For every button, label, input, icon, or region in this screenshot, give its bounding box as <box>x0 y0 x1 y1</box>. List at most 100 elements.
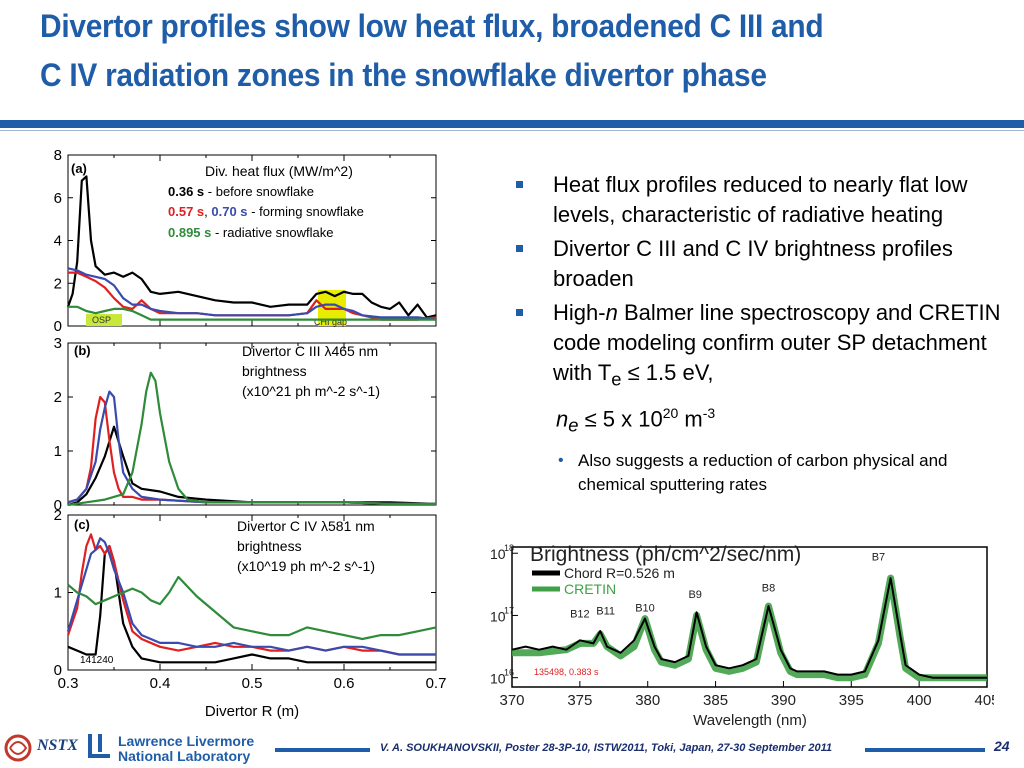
x-tick-label: 400 <box>907 692 932 709</box>
panel-c-title-2: brightness <box>237 538 302 554</box>
panel-a: 0 2 4 6 8 OSP CHI gap (a) Div. heat flux (MW… <box>54 147 437 335</box>
peak-label-b8: B8 <box>762 583 775 595</box>
series-line-0895s <box>68 305 436 321</box>
spectrum-x-label: Wavelength (nm) <box>693 712 807 729</box>
bullet-list: Heat flux profiles reduced to nearly fla… <box>510 170 1010 497</box>
sub-bullet-dot-icon: • <box>558 452 564 470</box>
llnl-line-1: Lawrence Livermore <box>118 733 255 749</box>
footer-rule-left <box>275 748 370 752</box>
legend-cretin-label: CRETIN <box>564 581 616 597</box>
density-mid: ≤ 5 x 10 <box>578 406 663 432</box>
y-tick-label: 3 <box>54 335 62 352</box>
density-line: ne ≤ 5 x 1020 m-3 <box>556 398 1010 441</box>
panel-b-label: (b) <box>74 343 91 358</box>
llnl-logo-icon <box>88 734 92 758</box>
peak-label-b12: B12 <box>570 609 590 621</box>
legend-chord-label: Chord R=0.526 m <box>564 565 675 581</box>
legend-line-2: 0.57 s, 0.70 s - forming snowflake <box>168 204 364 219</box>
x-tick-label: 395 <box>839 692 864 709</box>
footer-citation: V. A. SOUKHANOVSKII, Poster 28-3P-10, IS… <box>380 742 832 754</box>
x-tick-label: 405 <box>974 692 994 709</box>
x-tick-label: 0.4 <box>150 675 171 692</box>
llnl-logo-text: Lawrence Livermore National Laboratory <box>118 734 254 764</box>
density-n-sub: e <box>568 415 579 437</box>
nstx-logo-swirl <box>9 741 28 755</box>
peak-label-b10: B10 <box>635 602 655 614</box>
bullet-3-sub: e <box>611 368 622 390</box>
panel-b-title-3: (x10^21 ph m^-2 s^-1) <box>242 383 380 399</box>
series-line-0895s <box>67 575 437 641</box>
density-n: n <box>556 406 569 432</box>
y-tick-label: 6 <box>54 190 62 207</box>
series-line-070s <box>67 267 437 321</box>
y-tick-label: 10 <box>490 608 506 624</box>
density-unit: m <box>678 406 703 432</box>
y-tick-label: 0 <box>54 497 62 514</box>
title-divider-thin <box>0 130 1024 131</box>
x-tick-label: 0.5 <box>242 675 263 692</box>
peak-label-b9: B9 <box>688 589 701 601</box>
osp-label: OSP <box>92 315 111 325</box>
footer-bar <box>4 734 985 762</box>
llnl-logo-bar <box>98 734 102 752</box>
y-tick-label: 0 <box>54 318 62 335</box>
panel-c-label: (c) <box>74 517 90 532</box>
y-tick-label: 2 <box>54 507 62 524</box>
bullet-3-pre: High- <box>553 300 606 325</box>
y-tick-label: 8 <box>54 147 62 164</box>
spectrum-ticks: 370375380385390395400405101610171018 <box>490 543 994 709</box>
x-tick-label: 0.3 <box>58 675 79 692</box>
chord-series-line <box>511 577 987 679</box>
panel-c-ticks: 0 1 2 0.3 0.4 0.5 0.6 0.7 <box>54 507 447 692</box>
panel-b: 0 1 2 3 (b) Divertor C III λ465 nm brightne… <box>54 335 437 514</box>
llnl-logo-base <box>92 754 110 758</box>
llnl-line-2: National Laboratory <box>118 748 251 764</box>
bullet-2-text: Divertor C III and C IV brightness profi… <box>553 236 953 291</box>
x-tick-label: 380 <box>635 692 660 709</box>
y-tick-label: 4 <box>54 233 62 250</box>
page-number: 24 <box>994 738 1010 754</box>
legend-line-3: 0.895 s - radiative snowflake <box>168 225 334 240</box>
y-tick-label: 1 <box>54 585 62 602</box>
title-line-1: Divertor profiles show low heat flux, br… <box>40 8 824 44</box>
x-tick-label: 375 <box>567 692 592 709</box>
panel-c-title-1: Divertor C IV λ581 nm <box>237 518 375 534</box>
peak-label-b7: B7 <box>872 551 885 563</box>
bullet-1: Heat flux profiles reduced to nearly fla… <box>510 170 1010 230</box>
spectrum-title: Brightness (ph/cm^2/sec/nm) <box>530 543 801 566</box>
panel-c-title-3: (x10^19 ph m^-2 s^-1) <box>237 558 375 574</box>
panel-b-title-2: brightness <box>242 363 307 379</box>
chi-gap-label: CHI gap <box>314 317 347 327</box>
series-line-057s <box>66 533 436 656</box>
x-tick-label: 0.7 <box>426 675 447 692</box>
y-tick-label: 10 <box>490 546 506 562</box>
x-tick-label: 390 <box>771 692 796 709</box>
sub-bullet-text: Also suggests a reduction of carbon phys… <box>578 451 948 495</box>
series-line-0895s <box>67 371 436 507</box>
panel-b-title-1: Divertor C III λ465 nm <box>242 343 378 359</box>
series-line-036s <box>67 544 436 664</box>
spectrum-peak-labels: B12 B11 B10 B9 B8 B7 <box>570 551 885 620</box>
title-line-2: C IV radiation zones in the snowflake di… <box>40 57 767 93</box>
bullet-2: Divertor C III and C IV brightness profi… <box>510 234 1010 294</box>
x-tick-label: 0.6 <box>334 675 355 692</box>
bullet-square-icon <box>516 245 523 252</box>
series-line-070s <box>66 537 436 656</box>
y-tick-label: 0 <box>54 662 62 679</box>
series-line-036s <box>66 175 437 319</box>
panel-a-title: Div. heat flux (MW/m^2) <box>205 163 353 179</box>
bullet-square-icon <box>516 309 523 316</box>
bullet-3-italic-n: n <box>605 300 618 325</box>
x-axis-label: Divertor R (m) <box>205 703 299 720</box>
legend-line-1: 0.36 s - before snowflake <box>168 184 314 199</box>
panel-c: 0 1 2 0.3 0.4 0.5 0.6 0.7 (c) Divertor C IV λ58… <box>54 507 447 720</box>
x-tick-label: 385 <box>703 692 728 709</box>
shot-number-label: 141240 <box>80 655 114 666</box>
osp-marker <box>86 314 122 326</box>
balmer-spectrum-chart: 370375380385390395400405101610171018 B12… <box>490 543 994 729</box>
panel-c-frame <box>67 514 437 671</box>
bullet-3: High-n Balmer line spectroscopy and CRET… <box>510 298 1010 394</box>
nstx-logo-text: NSTX <box>37 737 78 754</box>
density-exp: 20 <box>662 405 679 422</box>
